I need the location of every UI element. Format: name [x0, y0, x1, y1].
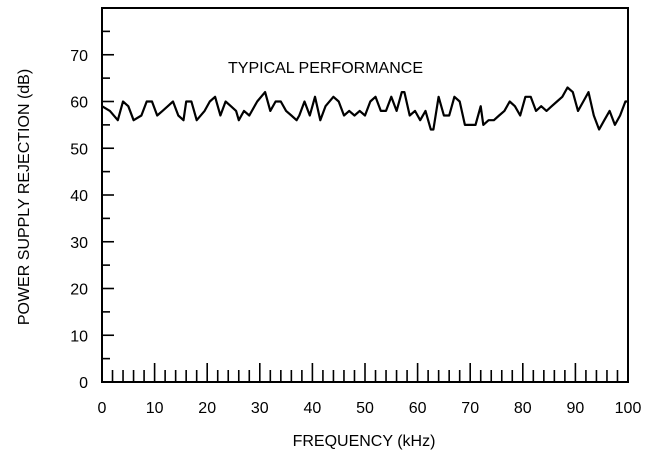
psr-series-line [101, 86, 628, 131]
chart-annotation: TYPICAL PERFORMANCE [228, 60, 423, 77]
x-tick-label: 10 [146, 400, 164, 417]
y-axis-tick-labels: 0 10 20 30 40 50 60 70 [70, 48, 88, 392]
y-tick-label: 20 [70, 282, 88, 299]
y-tick-label: 50 [70, 141, 88, 158]
x-tick-label: 50 [356, 400, 374, 417]
y-tick-label: 0 [79, 375, 88, 392]
y-axis-ticks [102, 30, 114, 383]
x-axis-tick-labels: 0 10 20 30 40 50 60 70 80 90 100 [98, 400, 642, 417]
x-tick-label: 40 [304, 400, 322, 417]
x-tick-label: 20 [198, 400, 216, 417]
x-axis-title: FREQUENCY (kHz) [293, 433, 436, 450]
y-tick-label: 30 [70, 235, 88, 252]
y-tick-label: 60 [70, 95, 88, 112]
x-tick-label: 90 [567, 400, 585, 417]
x-tick-label: 30 [251, 400, 269, 417]
x-tick-label: 70 [461, 400, 479, 417]
x-axis-ticks [111, 363, 619, 382]
x-tick-label: 60 [409, 400, 427, 417]
x-tick-label: 80 [514, 400, 532, 417]
y-tick-label: 10 [70, 328, 88, 345]
y-tick-label: 40 [70, 188, 88, 205]
y-tick-label: 70 [70, 48, 88, 65]
y-axis-title: POWER SUPPLY REJECTION (dB) [16, 69, 33, 325]
x-tick-label: 0 [98, 400, 107, 417]
x-tick-label: 100 [615, 400, 642, 417]
